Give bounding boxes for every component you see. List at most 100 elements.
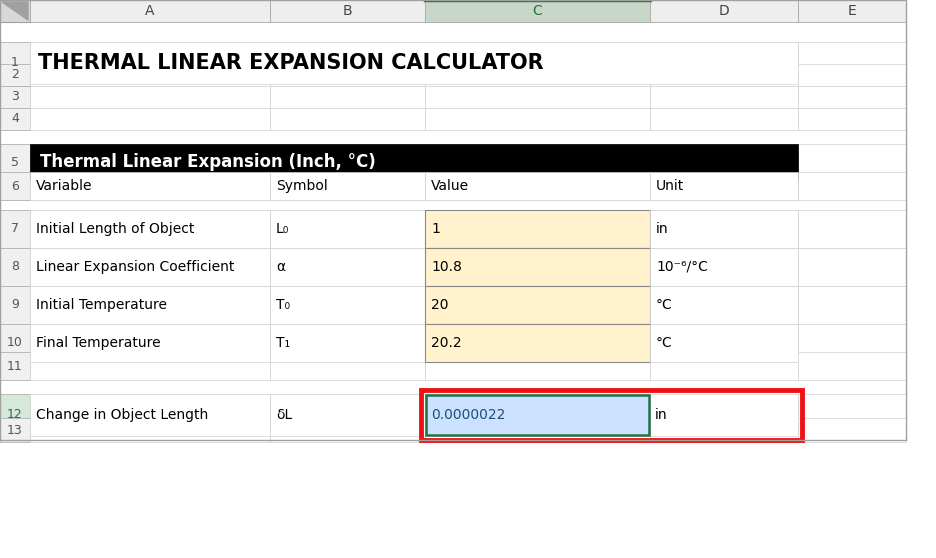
Text: 1: 1 — [431, 222, 440, 236]
Text: 3: 3 — [11, 90, 19, 103]
Text: 4: 4 — [11, 113, 19, 126]
Text: L₀: L₀ — [276, 222, 289, 236]
Bar — [650, 210, 798, 248]
Text: E: E — [848, 4, 856, 18]
Bar — [425, 210, 650, 248]
Bar — [425, 210, 650, 248]
Bar — [270, 172, 425, 200]
Bar — [650, 394, 798, 436]
Bar — [30, 144, 798, 180]
Text: Initial Temperature: Initial Temperature — [36, 298, 167, 312]
Bar — [270, 210, 425, 248]
Bar — [30, 324, 270, 362]
Bar — [30, 64, 270, 86]
Bar — [425, 86, 650, 108]
Polygon shape — [2, 2, 28, 20]
Bar — [30, 352, 270, 380]
Bar — [0, 86, 30, 108]
Bar — [425, 0, 650, 22]
Text: 7: 7 — [11, 223, 19, 235]
Bar — [798, 144, 906, 180]
Bar — [650, 64, 798, 86]
Text: T₀: T₀ — [276, 298, 290, 312]
Text: Value: Value — [431, 179, 469, 193]
Bar — [30, 210, 270, 248]
Bar — [270, 352, 425, 380]
Bar — [650, 394, 798, 436]
Text: 12: 12 — [7, 408, 22, 421]
Bar — [0, 144, 30, 180]
Bar — [425, 42, 650, 84]
Bar — [798, 394, 906, 436]
Bar — [798, 286, 906, 324]
Bar — [425, 394, 650, 436]
Bar — [425, 418, 650, 442]
Bar — [650, 324, 798, 362]
Text: 11: 11 — [7, 359, 22, 373]
Text: A: A — [145, 4, 154, 18]
Bar — [425, 64, 650, 86]
Bar — [798, 42, 906, 84]
Bar — [650, 286, 798, 324]
Text: 1: 1 — [11, 56, 19, 70]
Text: Thermal Linear Expansion (Inch, °C): Thermal Linear Expansion (Inch, °C) — [40, 153, 375, 171]
Bar — [270, 210, 425, 248]
Text: D: D — [719, 4, 729, 18]
Bar — [650, 324, 798, 362]
Bar — [30, 42, 798, 84]
Text: Change in Object Length: Change in Object Length — [36, 408, 208, 422]
Bar — [0, 64, 30, 86]
Text: T₁: T₁ — [276, 336, 290, 350]
Bar — [798, 64, 906, 86]
Bar — [0, 394, 30, 436]
Bar — [425, 286, 650, 324]
Bar — [30, 172, 270, 200]
Text: 0.0000022: 0.0000022 — [431, 408, 505, 422]
Bar — [650, 248, 798, 286]
Bar — [30, 108, 270, 130]
Bar — [270, 248, 425, 286]
Bar — [270, 42, 425, 84]
Bar — [650, 108, 798, 130]
Text: Linear Expansion Coefficient: Linear Expansion Coefficient — [36, 260, 234, 274]
Bar — [425, 172, 650, 200]
Text: 20: 20 — [431, 298, 448, 312]
Bar — [0, 210, 30, 248]
Bar — [798, 324, 906, 362]
Text: °C: °C — [656, 298, 673, 312]
Bar — [650, 144, 798, 180]
Bar — [270, 64, 425, 86]
Bar — [425, 172, 650, 200]
Bar — [650, 42, 798, 84]
Bar — [30, 172, 270, 200]
Bar — [270, 418, 425, 442]
Bar — [0, 248, 30, 286]
Text: 6: 6 — [11, 180, 19, 193]
Bar — [270, 144, 425, 180]
Bar — [798, 108, 906, 130]
Bar — [421, 390, 802, 440]
Bar — [30, 144, 270, 180]
Text: 13: 13 — [7, 424, 22, 436]
Bar — [425, 324, 650, 362]
Bar — [798, 0, 906, 22]
Text: 10: 10 — [7, 336, 23, 349]
Bar — [0, 42, 30, 84]
Bar — [30, 86, 270, 108]
Bar — [650, 248, 798, 286]
Bar — [798, 352, 906, 380]
Text: in: in — [656, 222, 668, 236]
Bar — [798, 86, 906, 108]
Text: 20.2: 20.2 — [431, 336, 461, 350]
Bar — [0, 286, 30, 324]
Text: B: B — [343, 4, 352, 18]
Bar — [0, 0, 30, 22]
Bar — [30, 286, 270, 324]
Bar — [425, 394, 650, 436]
Text: Final Temperature: Final Temperature — [36, 336, 161, 350]
Bar — [650, 172, 798, 200]
Bar — [0, 108, 30, 130]
Bar — [425, 248, 650, 286]
Text: Unit: Unit — [656, 179, 684, 193]
Text: 10⁻⁶/°C: 10⁻⁶/°C — [656, 260, 708, 274]
